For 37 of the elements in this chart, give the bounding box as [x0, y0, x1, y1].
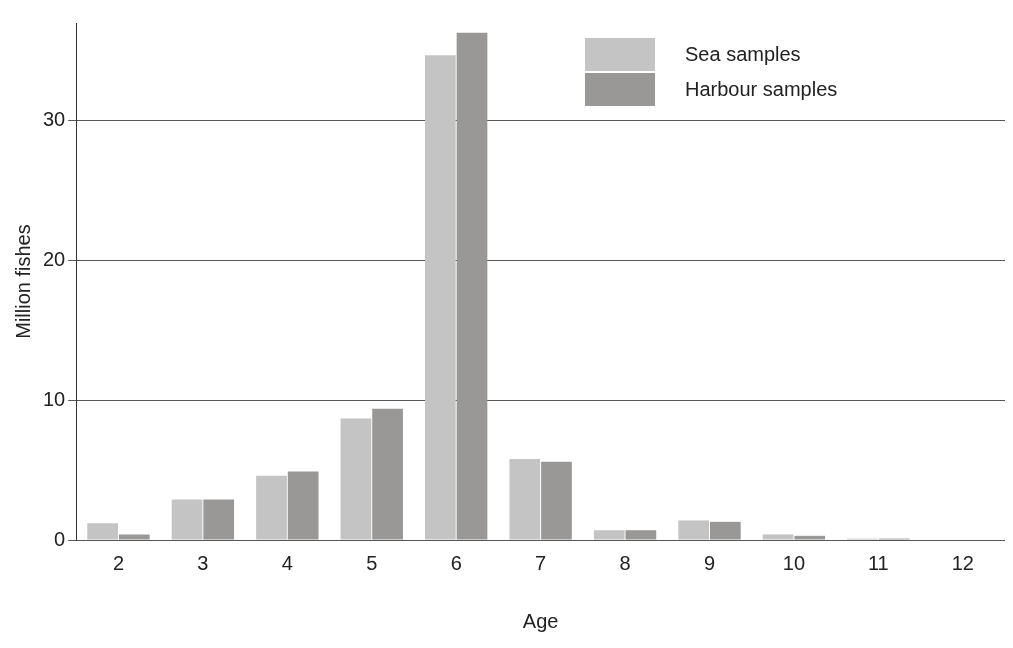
- y-tick-label: 30: [43, 108, 66, 131]
- legend-label: Sea samples: [685, 42, 801, 65]
- bar: [425, 55, 456, 540]
- bar: [625, 530, 657, 540]
- legend-label: Harbour samples: [685, 77, 838, 100]
- bar: [372, 408, 403, 540]
- x-tick-label: 5: [366, 551, 378, 574]
- x-axis-title: Age: [522, 609, 559, 632]
- bar: [87, 523, 118, 540]
- y-axis-title: Million fishes: [11, 224, 34, 339]
- x-tick-label: 3: [197, 551, 209, 574]
- bar: [794, 535, 826, 540]
- bar: [171, 499, 203, 540]
- x-tick-label: 4: [281, 551, 293, 574]
- bar: [118, 534, 150, 540]
- y-tick-label: 10: [43, 387, 66, 410]
- x-tick-label: 10: [782, 551, 806, 574]
- x-tick-label: 6: [450, 551, 462, 574]
- bar: [256, 475, 287, 540]
- bar: [203, 499, 235, 540]
- bar: [762, 534, 794, 540]
- x-tick-label: 12: [951, 551, 974, 574]
- bar: [541, 461, 572, 540]
- bar: [709, 521, 741, 540]
- bar: [456, 32, 488, 540]
- y-tick-label: 0: [54, 527, 66, 550]
- x-tick-label: 11: [867, 551, 889, 574]
- bar: [678, 520, 710, 540]
- x-tick-label: 2: [112, 551, 125, 574]
- x-tick-label: 8: [619, 551, 631, 574]
- bar: [509, 458, 541, 540]
- bar: [340, 418, 372, 540]
- x-tick-label: 7: [535, 551, 547, 574]
- bar: [287, 471, 319, 540]
- y-tick-label: 20: [43, 248, 66, 271]
- bar: [593, 530, 625, 540]
- x-tick-label: 9: [703, 551, 716, 574]
